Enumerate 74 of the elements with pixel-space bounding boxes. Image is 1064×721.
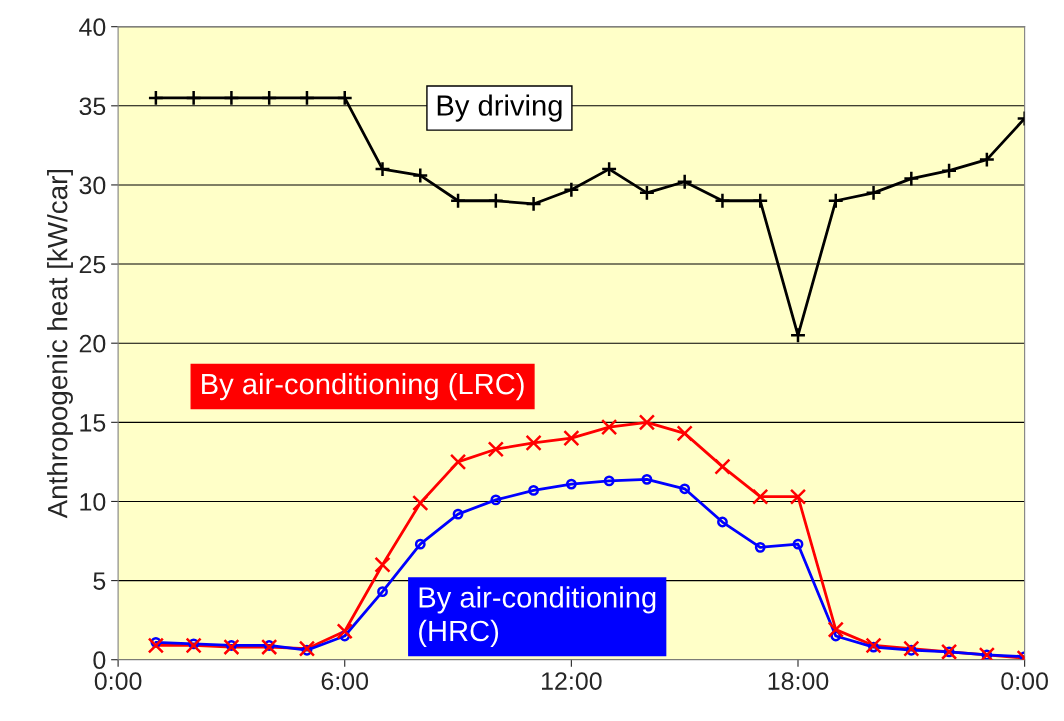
point (754, 541, 766, 553)
point (298, 640, 316, 657)
point (603, 475, 615, 487)
point (261, 89, 278, 107)
y-tick-label: 30 (79, 176, 106, 195)
point (185, 89, 202, 107)
point (865, 637, 882, 654)
point (563, 429, 580, 447)
point (717, 516, 728, 528)
point (528, 484, 540, 496)
series-label: By air-conditioning (LRC) (202, 372, 524, 401)
point (714, 192, 731, 209)
point (412, 494, 429, 512)
point (185, 637, 202, 654)
point (563, 181, 580, 198)
point (714, 458, 731, 475)
y-tick-label: 20 (79, 334, 106, 353)
point (525, 195, 542, 213)
point (978, 151, 996, 168)
point (147, 89, 165, 107)
y-tick-label: 5 (93, 572, 106, 590)
point (789, 327, 807, 344)
point (792, 538, 804, 550)
y-tick-label: 40 (79, 18, 106, 36)
point (487, 441, 505, 458)
point (600, 160, 618, 178)
y-tick-label: 0 (93, 651, 106, 670)
point (676, 173, 693, 190)
point (638, 184, 656, 202)
point (223, 638, 240, 656)
point (336, 623, 353, 640)
point (374, 160, 391, 178)
point (374, 556, 391, 573)
y-tick-label: 25 (79, 255, 106, 274)
point (752, 192, 769, 209)
point (903, 640, 920, 657)
point (789, 488, 807, 505)
point (490, 494, 502, 506)
x-tick-label: 0:00 (1001, 672, 1048, 690)
y-tick-label: 10 (80, 493, 106, 511)
point (449, 192, 467, 209)
point (414, 538, 426, 550)
point (827, 192, 844, 209)
series-label: By air-conditioning (HRC) (419, 586, 656, 648)
y-axis-title: Anthropogenic heat [kW/car] (47, 169, 73, 519)
x-tick-label: 6:00 (321, 672, 369, 690)
x-tick-label: 18:00 (768, 672, 829, 690)
point (336, 89, 353, 107)
y-tick-label: 35 (79, 97, 106, 116)
x-tick-label: 12:00 (542, 672, 602, 690)
point (525, 434, 542, 452)
point (298, 89, 316, 107)
point (377, 586, 388, 598)
point (641, 473, 653, 485)
point (679, 483, 691, 495)
point (449, 453, 467, 471)
point (676, 425, 693, 442)
y-tick-label: 15 (80, 414, 106, 432)
point (600, 418, 618, 436)
point (752, 488, 769, 505)
point (452, 508, 464, 520)
point (147, 637, 165, 654)
point (638, 414, 656, 431)
point (865, 184, 882, 202)
point (565, 478, 577, 490)
point (223, 89, 240, 107)
x-tick-label: 0:00 (94, 672, 142, 690)
series-label: By driving (437, 94, 562, 122)
point (261, 638, 278, 656)
point (940, 162, 958, 179)
point (487, 192, 505, 209)
point (412, 167, 429, 184)
point (827, 621, 844, 638)
point (903, 170, 920, 187)
